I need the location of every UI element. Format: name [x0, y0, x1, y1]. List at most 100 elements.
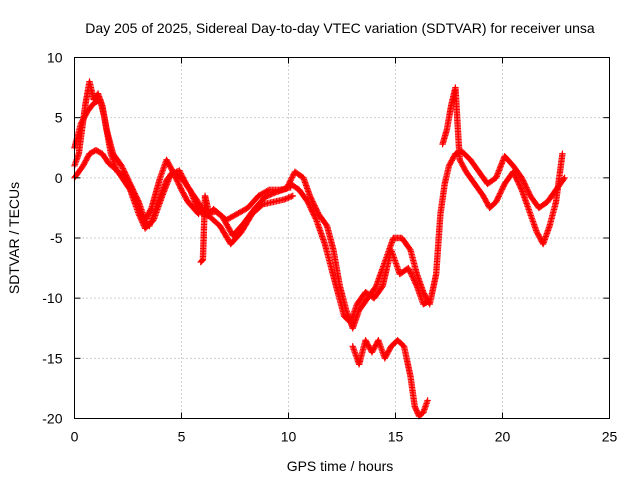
y-tick-label: -15	[42, 350, 62, 366]
x-tick-label: 15	[388, 429, 404, 445]
data-point	[226, 226, 234, 234]
data-point	[288, 175, 295, 183]
data-point	[308, 196, 316, 204]
y-tick-label: -5	[50, 230, 63, 246]
data-point	[139, 220, 147, 228]
y-tick-label: 10	[47, 50, 63, 66]
data-point	[308, 207, 315, 214]
data-point	[135, 210, 142, 218]
data-point	[498, 187, 505, 194]
data-point	[521, 180, 528, 187]
data-point	[424, 397, 431, 404]
data-point	[500, 183, 507, 190]
data-point	[198, 258, 205, 265]
data-point	[173, 176, 181, 184]
data-point	[138, 216, 145, 223]
x-tick-label: 25	[602, 429, 618, 445]
data-point	[288, 174, 296, 181]
data-point	[412, 406, 420, 413]
data-point	[519, 177, 527, 184]
data-point	[225, 224, 232, 231]
data-point	[179, 174, 187, 181]
data-point	[411, 277, 418, 284]
data-point	[511, 171, 518, 178]
y-tick-label: 5	[55, 110, 63, 126]
data-point	[307, 194, 314, 201]
data-point	[308, 195, 315, 202]
data-point	[181, 178, 189, 186]
data-point	[220, 215, 227, 223]
data-point	[289, 172, 296, 180]
data-point	[559, 150, 566, 157]
data-point	[412, 280, 419, 287]
axis-ticks	[74, 57, 610, 419]
data-point	[424, 298, 431, 305]
data-point	[120, 166, 127, 174]
data-point	[517, 183, 524, 191]
data-point	[309, 209, 317, 217]
data-point	[136, 213, 144, 221]
data-point	[288, 193, 295, 200]
data-point	[493, 197, 500, 204]
data-point	[412, 404, 419, 412]
data-point	[525, 189, 533, 197]
data-point	[409, 274, 417, 282]
series-track-2	[71, 96, 296, 248]
data-point	[520, 178, 527, 186]
data-point	[515, 179, 522, 187]
data-point	[518, 174, 525, 182]
series-track-6	[349, 337, 431, 420]
data-point	[494, 194, 502, 201]
data-point	[224, 222, 231, 230]
data-point	[496, 190, 504, 197]
data-point	[218, 213, 226, 220]
data-point	[513, 175, 520, 182]
data-point	[523, 184, 530, 191]
data-point	[410, 275, 417, 283]
data-point	[405, 264, 412, 272]
data-point	[408, 271, 415, 279]
data-point	[407, 270, 415, 277]
y-tick-label: -20	[42, 411, 62, 427]
data-point	[176, 168, 184, 176]
data-point	[304, 198, 311, 206]
data-point	[281, 196, 288, 203]
data-point	[119, 163, 126, 171]
data-point	[121, 168, 128, 175]
data-point	[136, 212, 143, 219]
data-point	[310, 211, 317, 218]
data-point	[498, 186, 506, 193]
data-point	[311, 212, 318, 219]
data-point	[511, 172, 519, 180]
data-point	[285, 194, 292, 201]
data-point	[167, 171, 174, 178]
data-point	[225, 225, 233, 232]
data-point	[119, 165, 127, 172]
data-point	[494, 195, 501, 203]
data-point	[227, 228, 234, 235]
data-point	[495, 193, 502, 200]
data-point	[307, 204, 314, 211]
data-point	[282, 195, 289, 203]
data-point	[177, 170, 184, 177]
data-point	[407, 269, 414, 276]
data-point	[170, 169, 177, 177]
data-point	[176, 167, 183, 174]
data-point	[180, 175, 187, 183]
data-point	[406, 267, 413, 275]
data-point	[307, 205, 315, 213]
data-point	[178, 171, 185, 179]
data-point	[413, 281, 420, 288]
data-point	[306, 202, 313, 210]
y-tick-label: 0	[55, 170, 63, 186]
data-point	[517, 185, 525, 192]
data-point	[411, 403, 418, 410]
data-point	[311, 213, 319, 221]
y-axis-label: SDTVAR / TECUs	[6, 182, 22, 294]
data-point	[138, 217, 146, 225]
data-point	[312, 215, 319, 222]
data-point	[219, 214, 227, 221]
data-point	[510, 170, 518, 177]
data-point	[222, 218, 229, 226]
